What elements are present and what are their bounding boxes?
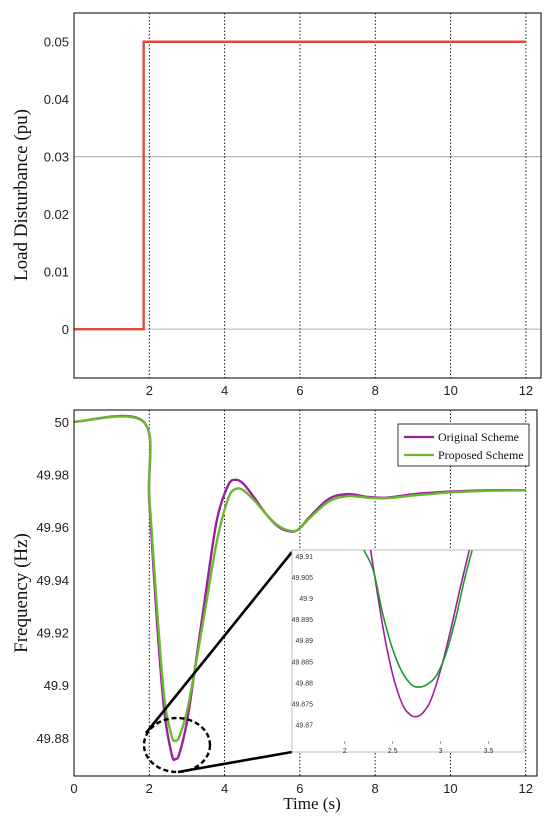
bottom-y-tick-label: 49.92 <box>36 625 69 640</box>
inset-y-tick-label: 49.875 <box>292 701 314 708</box>
inset-proposed-line <box>363 550 473 688</box>
top-x-tick-label: 10 <box>443 383 457 398</box>
top-y-tick-label: 0.02 <box>44 207 69 222</box>
proposed-scheme-line <box>73 415 526 743</box>
inset-y-tick-label: 49.895 <box>292 617 314 624</box>
top-x-tick-label: 8 <box>372 383 379 398</box>
inset-frame <box>291 549 525 753</box>
bottom-x-ticks: 0 2 4 6 8 10 12 <box>70 781 533 796</box>
bottom-y-tick-label: 49.94 <box>36 573 69 588</box>
top-plot-frame <box>73 12 542 379</box>
inset-y-tick-label: 49.88 <box>295 680 313 687</box>
legend-label-original: Original Scheme <box>438 430 519 444</box>
inset-y-tick-label: 49.87 <box>295 723 313 730</box>
inset-y-tick-label: 49.905 <box>292 575 314 582</box>
top-x-ticks: 2 4 6 8 10 12 <box>146 383 533 398</box>
top-y-tick-label: 0.05 <box>44 35 69 50</box>
top-grid <box>74 13 541 378</box>
inset-original-line <box>369 550 471 718</box>
inset-x-ticks: 2 2.5 3 3.5 <box>343 741 494 755</box>
load-disturbance-line <box>74 40 526 331</box>
inset-series <box>363 550 473 718</box>
bottom-x-tick-label: 0 <box>70 781 77 796</box>
bottom-y-tick-label: 49.96 <box>36 520 69 535</box>
bottom-x-tick-label: 8 <box>372 781 379 796</box>
bottom-x-tick-label: 2 <box>146 781 153 796</box>
bottom-y-tick-label: 49.9 <box>44 678 69 693</box>
bottom-y-ticks: 49.88 49.9 49.92 49.94 49.96 49.98 50 <box>36 415 69 746</box>
inset-y-tick-label: 49.91 <box>295 554 313 561</box>
inset-y-ticks: 49.87 49.875 49.88 49.885 49.89 49.895 49.9 49.… <box>292 554 314 730</box>
inset-x-tick-label: 2.5 <box>388 748 398 755</box>
top-y-tick-label: 0 <box>62 322 69 337</box>
top-y-ticks: 0 0.01 0.02 0.03 0.04 0.05 <box>44 35 69 337</box>
bottom-x-tick-label: 10 <box>443 781 457 796</box>
inset-x-tick-label: 3.5 <box>484 748 494 755</box>
bottom-x-tick-label: 12 <box>518 781 532 796</box>
legend: Original Scheme Proposed Scheme <box>397 423 530 467</box>
legend-label-proposed: Proposed Scheme <box>438 448 524 462</box>
top-y-tick-label: 0.01 <box>44 265 69 280</box>
bottom-plot-frame <box>73 409 538 777</box>
frequency-panel: 0 2 4 6 8 10 12 49.8849.949.9249.9449.9649.985… <box>11 409 538 813</box>
inset-y-tick-label: 49.885 <box>292 659 314 666</box>
top-y-tick-label: 0.03 <box>44 150 69 165</box>
top-x-tick-label: 6 <box>296 383 303 398</box>
inset-x-tick-label: 2 <box>343 748 347 755</box>
inset-x-tick-label: 3 <box>439 748 443 755</box>
top-x-tick-label: 2 <box>146 383 153 398</box>
bottom-y-tick-label: 50 <box>55 415 69 430</box>
top-y-tick-label: 0.04 <box>44 92 69 107</box>
load-disturbance-panel: 2 4 6 8 10 12 0 0.01 0.02 0.03 0.04 0.05 Load Dist… <box>11 12 542 398</box>
legend-box <box>397 423 530 467</box>
bottom-y-tick-label: 49.88 <box>36 731 69 746</box>
zoom-callout <box>142 551 294 774</box>
bottom-x-tick-label: 6 <box>296 781 303 796</box>
zoom-inset: 2 2.5 3 3.5 49.8749.87549.8849.88549.8949.8… <box>291 549 525 755</box>
inset-y-tick-label: 49.9 <box>299 596 313 603</box>
bottom-x-tick-label: 4 <box>221 781 228 796</box>
top-y-axis-label: Load Disturbance (pu) <box>11 109 32 281</box>
inset-y-tick-label: 49.89 <box>295 638 313 645</box>
zoom-circle <box>142 716 212 774</box>
top-x-tick-label: 4 <box>221 383 228 398</box>
top-series <box>74 40 526 331</box>
zoom-connector-upper <box>144 551 294 734</box>
bottom-y-axis-label: Frequency (Hz) <box>11 533 32 653</box>
bottom-y-tick-label: 49.98 <box>36 468 69 483</box>
top-x-tick-label: 12 <box>519 383 533 398</box>
bottom-x-axis-label: Time (s) <box>283 794 340 813</box>
zoom-connector-lower <box>177 750 293 774</box>
